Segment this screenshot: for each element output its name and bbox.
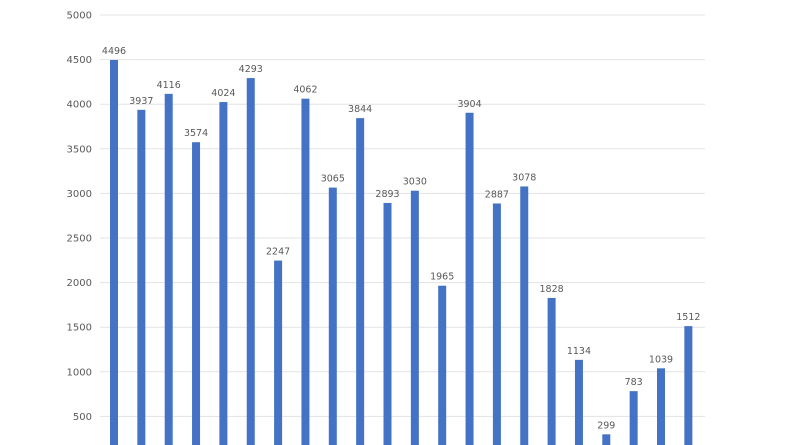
data-label: 3030 bbox=[403, 177, 427, 188]
y-tick-label: 4000 bbox=[67, 100, 92, 111]
y-tick-label: 500 bbox=[73, 412, 92, 423]
y-tick-label: 2000 bbox=[67, 278, 92, 289]
data-label: 783 bbox=[625, 377, 643, 388]
data-label: 1965 bbox=[430, 272, 454, 283]
data-label: 4116 bbox=[157, 80, 181, 91]
bar bbox=[438, 285, 447, 445]
data-label: 3904 bbox=[457, 99, 481, 110]
data-label: 4496 bbox=[102, 46, 126, 57]
bar bbox=[301, 98, 310, 445]
y-tick-label: 1500 bbox=[67, 323, 92, 334]
bar bbox=[629, 391, 638, 445]
y-tick-label: 1000 bbox=[67, 367, 92, 378]
bar bbox=[192, 142, 201, 445]
gridlines bbox=[100, 14, 705, 417]
bar bbox=[465, 112, 474, 445]
data-labels: 4496 3937 4116 3574 4024 4293 2247 4062 3065 3844… bbox=[102, 46, 701, 431]
data-label: 4062 bbox=[293, 85, 317, 96]
bar bbox=[246, 78, 255, 445]
bar bbox=[383, 202, 392, 445]
bar bbox=[356, 118, 365, 445]
bar bbox=[219, 102, 228, 445]
data-label: 4293 bbox=[239, 64, 263, 75]
data-label: 3937 bbox=[129, 96, 153, 107]
y-tick-label: 2500 bbox=[67, 234, 92, 245]
data-label: 3078 bbox=[512, 172, 536, 183]
bar bbox=[164, 93, 173, 445]
bar bbox=[574, 359, 583, 445]
data-label: 4024 bbox=[211, 88, 235, 99]
y-tick-label: 5000 bbox=[67, 11, 92, 22]
bar bbox=[137, 109, 146, 445]
bar bbox=[684, 326, 693, 445]
bar bbox=[547, 297, 556, 445]
bars bbox=[110, 59, 693, 445]
data-label: 2893 bbox=[375, 189, 399, 200]
data-label: 3574 bbox=[184, 128, 208, 139]
bar bbox=[657, 368, 665, 445]
y-tick-label: 4500 bbox=[67, 55, 92, 66]
bar bbox=[274, 260, 283, 445]
bar bbox=[492, 203, 501, 445]
data-label: 1039 bbox=[649, 354, 673, 365]
data-label: 1134 bbox=[567, 346, 591, 357]
data-label: 1512 bbox=[676, 312, 700, 323]
data-label: 2887 bbox=[485, 189, 509, 200]
data-label: 1828 bbox=[540, 284, 564, 295]
data-label: 299 bbox=[597, 420, 615, 431]
y-tick-label: 3000 bbox=[67, 189, 92, 200]
data-label: 3065 bbox=[321, 174, 345, 185]
bar bbox=[328, 187, 337, 445]
y-tick-label: 3500 bbox=[67, 144, 92, 155]
bar bbox=[602, 434, 611, 445]
bar bbox=[410, 190, 419, 445]
data-label: 2247 bbox=[266, 247, 290, 258]
bar bbox=[520, 186, 529, 445]
data-label: 3844 bbox=[348, 104, 372, 115]
bar bbox=[110, 59, 118, 445]
y-axis-tick-labels: 500 1000 1500 2000 2500 3000 3500 4000 4500 5000 bbox=[67, 11, 92, 423]
